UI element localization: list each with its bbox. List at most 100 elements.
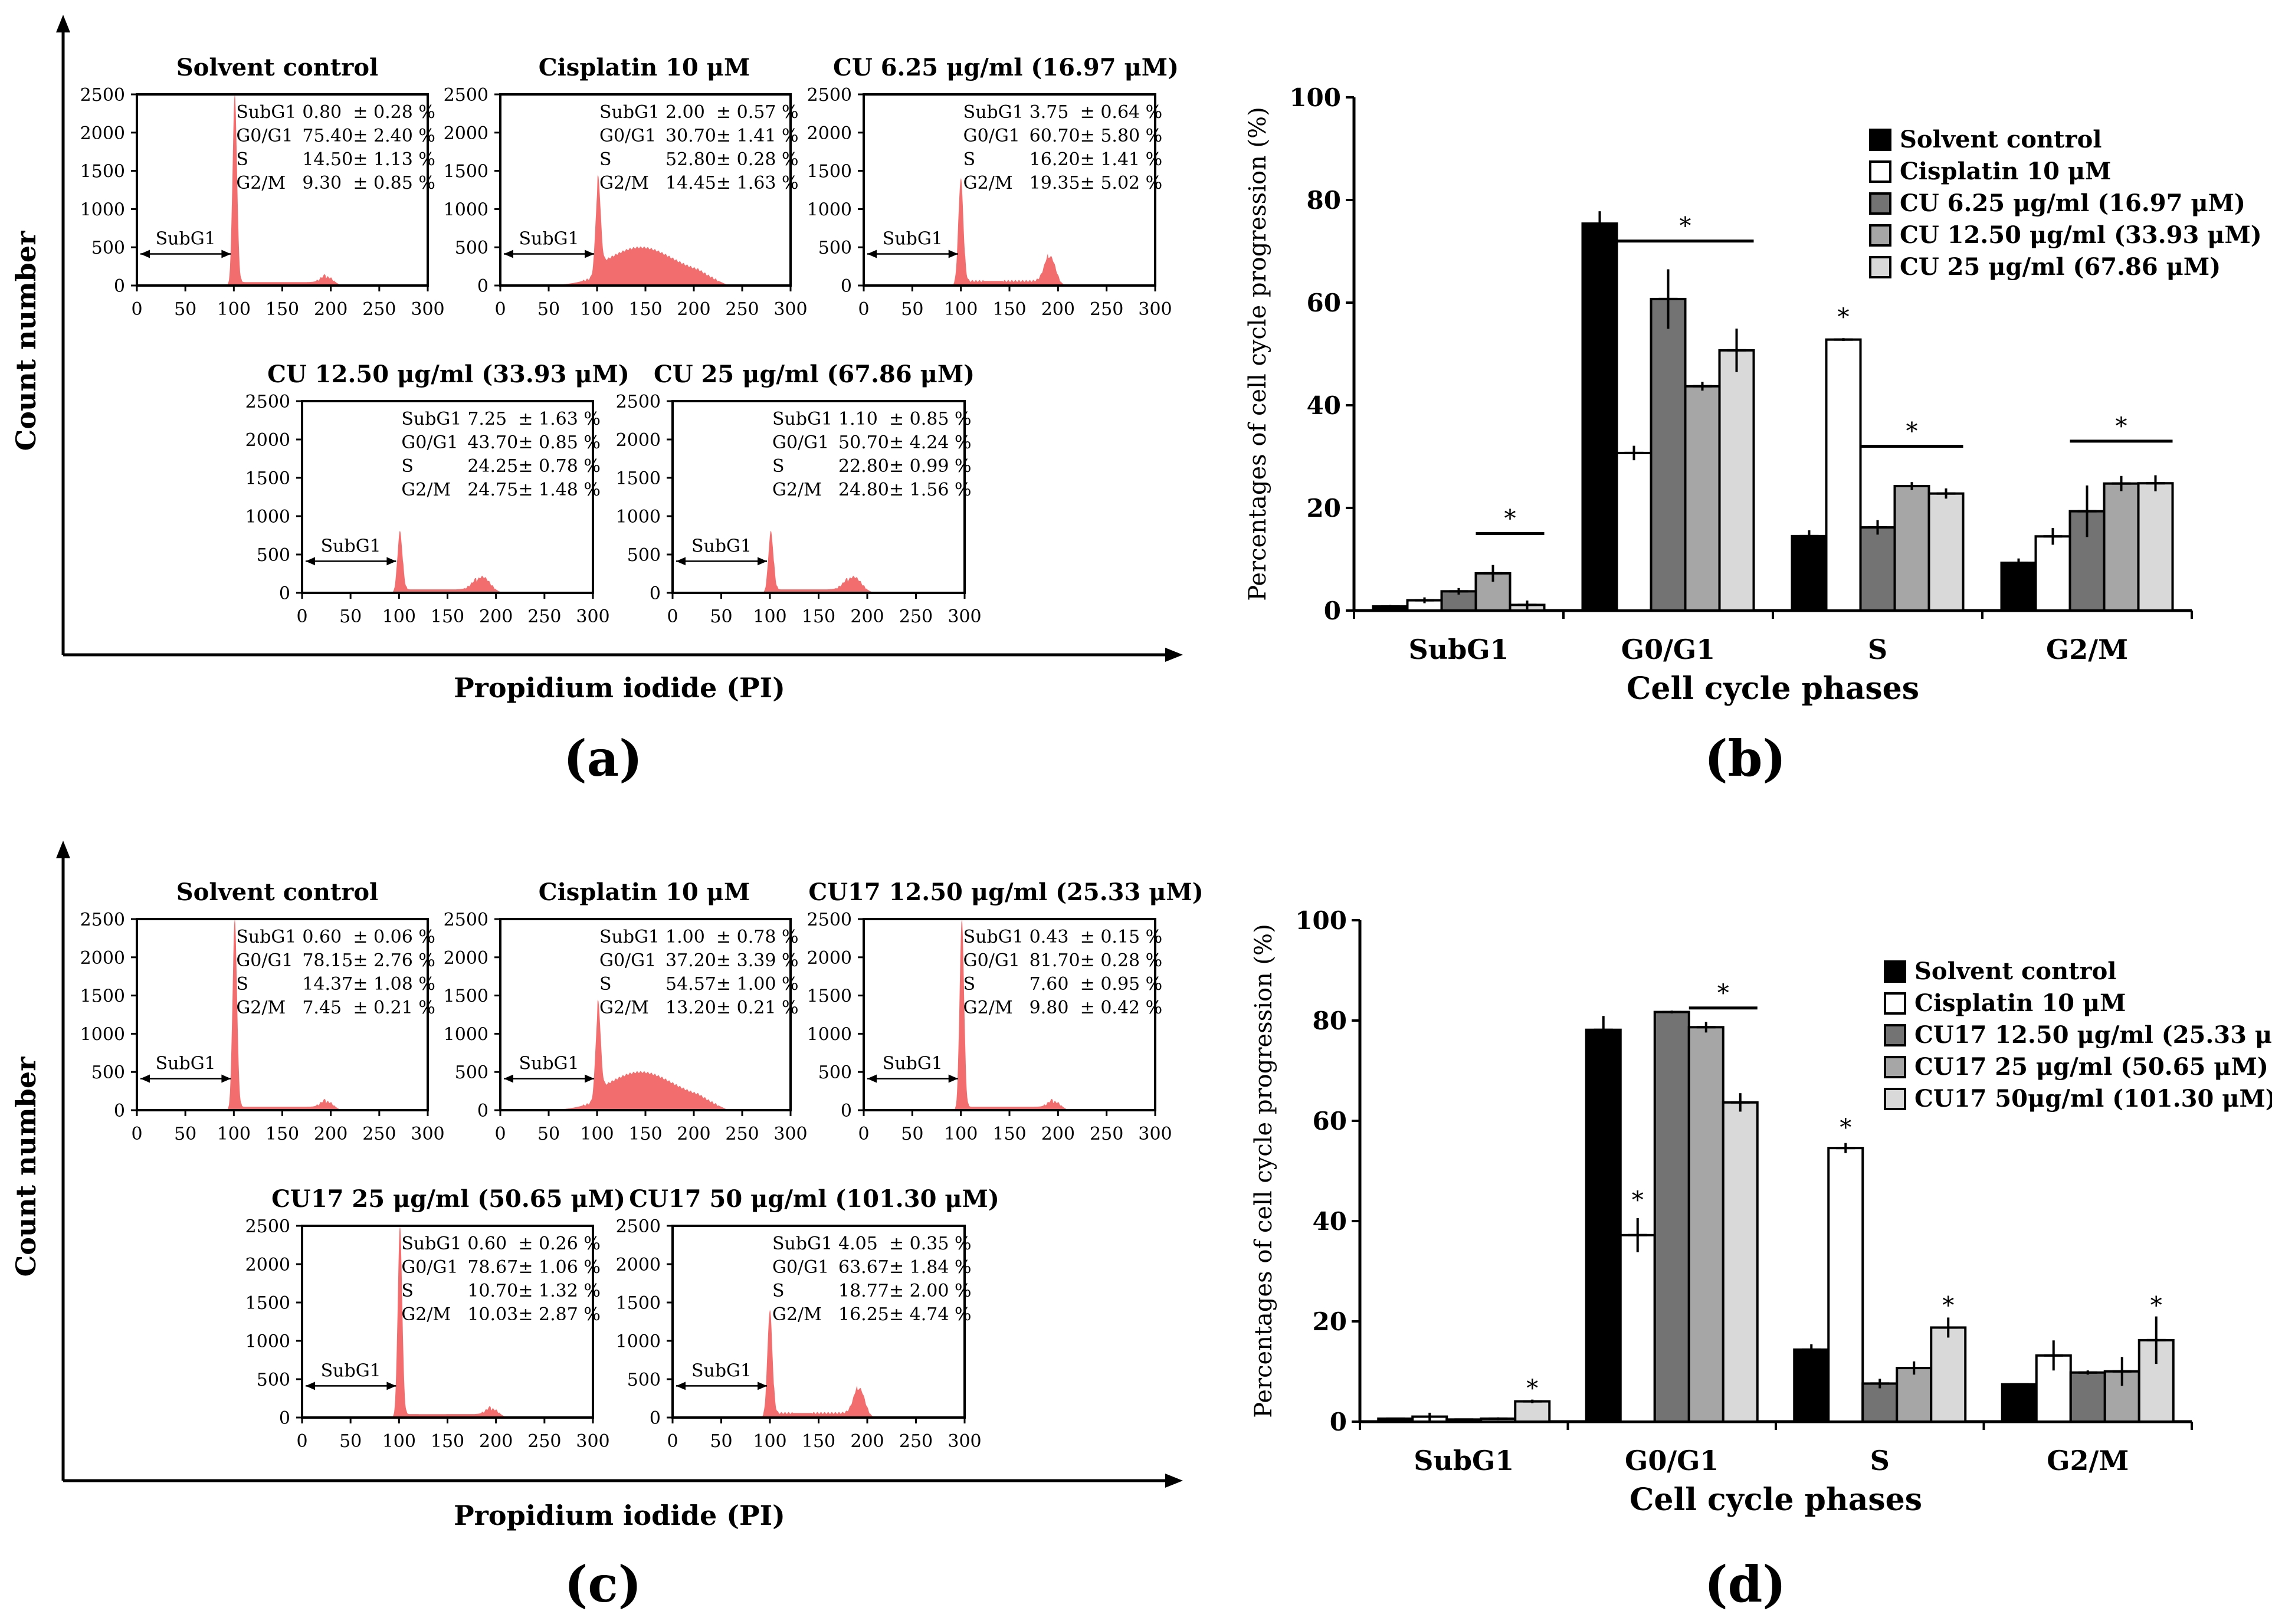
significance-star: *	[1838, 304, 1850, 331]
stat-error: ± 0.28 %	[716, 149, 799, 170]
y-tick-label: 2500	[245, 392, 290, 412]
x-tick-label: 150	[628, 299, 662, 320]
x-tick-label: 300	[1138, 1124, 1172, 1144]
y-tick-label: 2000	[80, 123, 125, 144]
x-tick-label: 300	[773, 299, 807, 320]
x-tick-label: 300	[576, 1431, 609, 1452]
stat-error: ± 1.41 %	[716, 126, 799, 146]
y-tick-label: 2500	[444, 910, 489, 930]
stat-phase: G0/G1	[963, 126, 1020, 146]
stat-error: ± 1.84 %	[889, 1257, 972, 1278]
bar	[1650, 297, 1687, 612]
x-tick-label: 200	[479, 606, 513, 627]
stat-error: ± 0.85 %	[353, 173, 435, 193]
y-tick-label: 500	[91, 238, 125, 258]
x-tick-label: 200	[677, 299, 710, 320]
category-label: SubG1	[1408, 634, 1509, 665]
stat-error: ± 1.41 %	[1080, 149, 1163, 170]
subg1-label: SubG1	[156, 1054, 216, 1074]
stat-phase: G2/M	[236, 998, 286, 1018]
x-tick-label: 250	[527, 1431, 561, 1452]
subg1-arrowhead-left	[140, 250, 150, 258]
x-tick-label: 0	[131, 1124, 142, 1144]
x-tick-label: 0	[296, 1431, 307, 1452]
panel-d: 0 20 40 60 80 100 SubG1 G0/G1 S G2/M Cell cycle ph…	[1250, 906, 2272, 1613]
stat-value: 0.60	[467, 1233, 507, 1254]
significance-star: *	[1942, 1292, 1954, 1320]
stat-phase: S	[236, 149, 248, 170]
stat-error: ± 0.95 %	[1080, 974, 1163, 995]
y-tick-label: 2000	[616, 1255, 661, 1275]
stat-value: 3.75	[1030, 102, 1069, 123]
subg1-arrowhead-right	[585, 250, 595, 258]
panel-a: Count number Propidium iodide (PI) (a) S…	[10, 15, 1183, 788]
legend-swatch	[1884, 1088, 1906, 1110]
bar	[1825, 338, 1862, 612]
panel-b-bar-chart: 0 20 40 60 80 100 SubG1 G0/G1 S G2/M Cell cycle ph…	[1244, 83, 2262, 707]
y-tick-label: 500	[257, 1370, 290, 1390]
stat-value: 2.00	[665, 102, 705, 123]
x-tick-label: 50	[710, 606, 732, 627]
x-tick-label: 150	[265, 1124, 299, 1144]
stat-error: ± 1.63 %	[518, 409, 601, 429]
x-tick-label: 250	[899, 1431, 933, 1452]
stat-value: 24.25	[467, 456, 518, 477]
histogram-5: CU 25 μg/ml (67.86 μM)050010001500200025…	[616, 360, 982, 627]
histogram-title: Solvent control	[176, 54, 378, 81]
stat-value: 78.67	[467, 1257, 518, 1278]
stat-phase: S	[236, 974, 248, 995]
bar	[1722, 1101, 1759, 1423]
stat-value: 37.20	[665, 950, 716, 971]
stat-value: 43.70	[467, 432, 518, 453]
y-tick-label: 2500	[80, 910, 125, 930]
bar	[1687, 1026, 1725, 1423]
stat-phase: S	[963, 974, 976, 995]
x-tick-label: 300	[948, 606, 981, 627]
y-tick-label: 100	[1289, 83, 1341, 112]
y-tick-label: 0	[477, 1101, 489, 1121]
x-tick-label: 0	[667, 1431, 678, 1452]
category-label: S	[1870, 1445, 1890, 1477]
subg1-arrowhead-left	[676, 1382, 686, 1390]
subg1-arrowhead-left	[676, 557, 686, 566]
stat-value: 63.67	[838, 1257, 889, 1278]
bar	[1893, 485, 1930, 612]
bar	[2137, 482, 2174, 612]
y-tick-label: 1500	[444, 986, 489, 1007]
x-tick-label: 50	[537, 1124, 560, 1144]
stat-error: ± 5.80 %	[1080, 126, 1163, 146]
subg1-arrowhead-right	[758, 1382, 768, 1390]
stat-value: 7.60	[1030, 974, 1069, 995]
y-tick-label: 80	[1313, 1006, 1347, 1035]
stat-phase: SubG1	[236, 102, 296, 123]
x-tick-label: 250	[362, 299, 396, 320]
stat-value: 75.40	[302, 126, 353, 146]
subg1-arrowhead-right	[386, 1382, 396, 1390]
x-tick-label: 300	[411, 1124, 444, 1144]
bar	[1793, 1348, 1830, 1423]
x-tick-label: 100	[944, 1124, 978, 1144]
stat-value: 14.37	[302, 974, 353, 995]
x-tick-label: 100	[753, 1431, 786, 1452]
x-tick-label: 0	[131, 299, 142, 320]
stat-value: 4.05	[838, 1233, 878, 1254]
bar	[1896, 1367, 1933, 1423]
stat-phase: SubG1	[401, 409, 461, 429]
stat-error: ± 2.87 %	[518, 1304, 601, 1325]
histogram-title: CU 12.50 μg/ml (33.93 μM)	[267, 360, 630, 388]
stat-value: 10.70	[467, 1281, 518, 1301]
x-tick-label: 100	[217, 1124, 251, 1144]
y-tick-label: 2500	[807, 85, 852, 106]
stat-error: ± 4.24 %	[889, 432, 972, 453]
histogram-title: CU17 12.50 μg/ml (25.33 μM)	[808, 878, 1203, 906]
histogram-title: CU17 50 μg/ml (101.30 μM)	[629, 1185, 999, 1213]
y-tick-label: 2000	[807, 123, 852, 144]
y-tick-label: 2500	[444, 85, 489, 106]
stat-error: ± 0.78 %	[716, 927, 799, 947]
legend-swatch	[1869, 129, 1891, 151]
histogram-area	[500, 999, 772, 1110]
stat-error: ± 2.76 %	[353, 950, 435, 971]
bar	[1684, 385, 1721, 612]
